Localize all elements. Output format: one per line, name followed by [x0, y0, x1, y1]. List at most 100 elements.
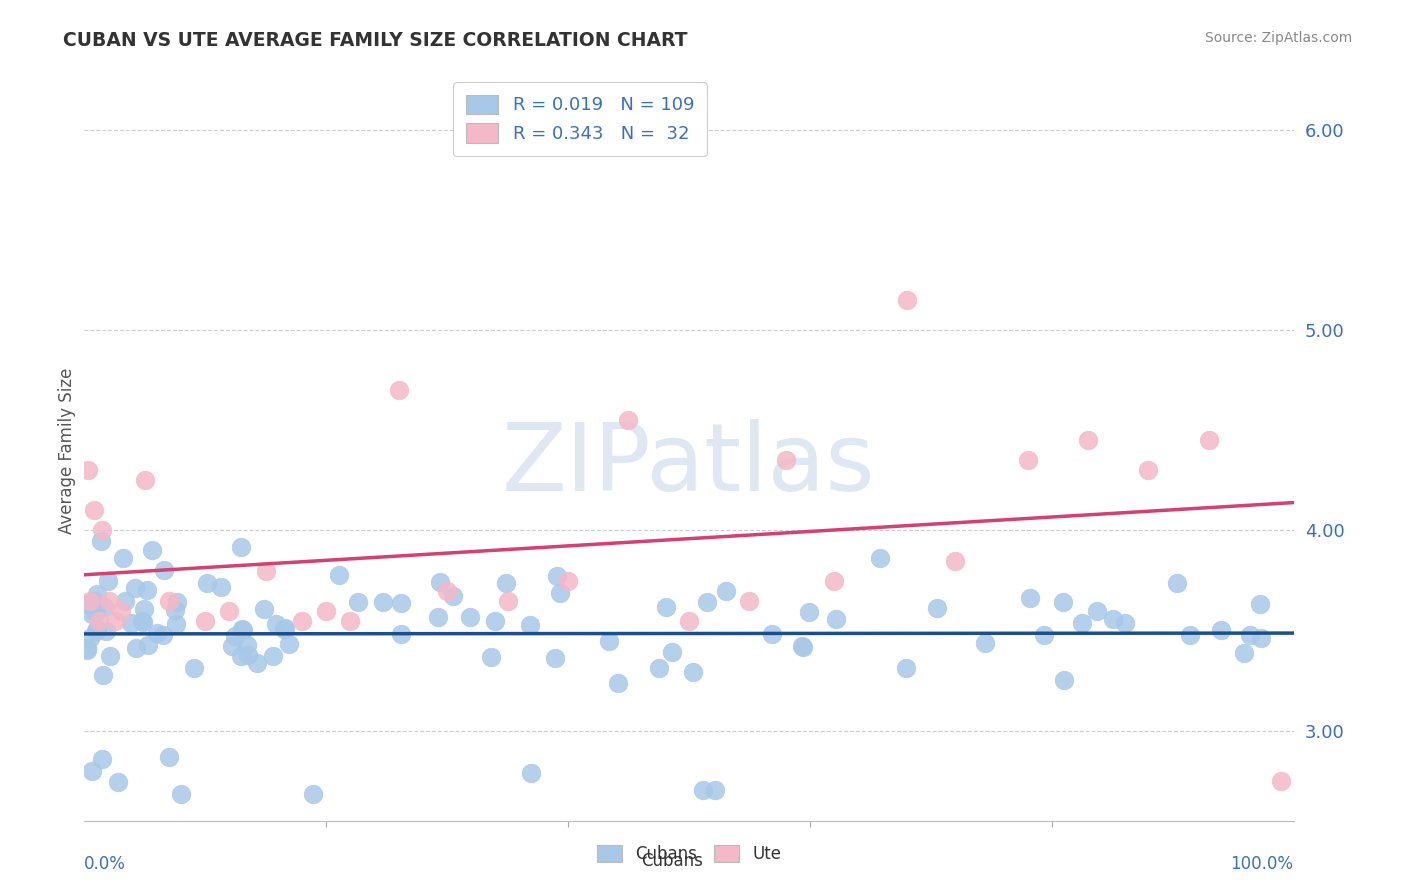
Point: [896, 293, 918, 308]
Point: [792, 640, 814, 654]
Text: 0.0%: 0.0%: [84, 855, 127, 872]
Point: [1137, 463, 1160, 477]
Point: [82, 607, 104, 621]
Point: [1087, 604, 1109, 618]
Text: ZIPatlas: ZIPatlas: [502, 419, 876, 511]
Point: [1270, 773, 1292, 788]
Point: [195, 575, 218, 590]
Point: [209, 580, 232, 594]
Point: [1239, 628, 1261, 642]
Point: [761, 627, 783, 641]
Point: [1198, 434, 1220, 448]
Point: [1114, 615, 1136, 630]
Point: [114, 594, 136, 608]
Point: [1017, 453, 1039, 467]
Point: [132, 615, 155, 630]
Point: [163, 603, 186, 617]
Point: [520, 765, 543, 780]
Point: [617, 413, 640, 427]
Point: [546, 568, 568, 582]
Point: [170, 788, 193, 802]
Point: [254, 564, 277, 578]
Point: [738, 593, 761, 607]
Point: [427, 610, 450, 624]
Point: [1249, 597, 1271, 611]
Point: [134, 601, 156, 615]
Point: [388, 384, 411, 398]
Point: [943, 553, 966, 567]
Point: [76, 597, 98, 611]
Point: [79, 632, 101, 646]
Point: [1233, 646, 1256, 660]
Point: [87, 614, 110, 628]
Legend: R = 0.019   N = 109, R = 0.343   N =  32: R = 0.019 N = 109, R = 0.343 N = 32: [453, 82, 707, 156]
Point: [90, 534, 112, 549]
Point: [648, 660, 671, 674]
Point: [678, 614, 700, 628]
Point: [231, 649, 253, 664]
Point: [792, 639, 814, 653]
Point: [141, 543, 163, 558]
Point: [218, 603, 240, 617]
Y-axis label: Average Family Size: Average Family Size: [58, 368, 76, 533]
Point: [84, 624, 107, 638]
Point: [153, 563, 176, 577]
Point: [107, 775, 129, 789]
Point: [655, 600, 678, 615]
Text: Source: ZipAtlas.com: Source: ZipAtlas.com: [1205, 31, 1353, 45]
Point: [166, 595, 188, 609]
Point: [557, 574, 579, 588]
Point: [291, 614, 314, 628]
Point: [328, 567, 350, 582]
Text: CUBAN VS UTE AVERAGE FAMILY SIZE CORRELATION CHART: CUBAN VS UTE AVERAGE FAMILY SIZE CORRELA…: [63, 31, 688, 50]
Point: [823, 574, 845, 588]
Text: 100.0%: 100.0%: [1230, 855, 1294, 872]
Point: [86, 587, 108, 601]
Point: [262, 648, 284, 663]
Point: [236, 648, 259, 662]
Point: [112, 551, 135, 566]
Point: [76, 641, 98, 656]
Point: [484, 614, 506, 628]
Point: [1077, 434, 1099, 448]
Point: [1071, 615, 1094, 630]
Point: [1102, 612, 1125, 626]
Point: [607, 676, 630, 690]
Point: [273, 623, 295, 637]
Point: [146, 626, 169, 640]
Point: [714, 583, 737, 598]
Point: [86, 622, 108, 636]
Point: [79, 593, 101, 607]
Point: [91, 752, 114, 766]
Point: [696, 594, 718, 608]
Point: [97, 574, 120, 588]
Point: [544, 651, 567, 665]
Point: [1250, 632, 1272, 646]
Point: [1166, 576, 1188, 591]
Point: [277, 637, 299, 651]
Point: [131, 614, 153, 628]
Point: [236, 639, 259, 653]
Point: [253, 601, 276, 615]
Point: [703, 782, 725, 797]
Point: [124, 581, 146, 595]
Point: [1018, 591, 1040, 605]
Point: [479, 650, 502, 665]
Point: [232, 624, 254, 638]
Point: [661, 645, 683, 659]
Point: [246, 656, 269, 670]
Point: [221, 639, 243, 653]
Point: [1052, 595, 1074, 609]
Point: [441, 589, 464, 603]
Point: [76, 643, 98, 657]
Point: [548, 586, 571, 600]
Point: [87, 597, 110, 611]
Point: [157, 750, 180, 764]
Point: [124, 640, 146, 655]
Point: [80, 764, 103, 779]
Point: [224, 629, 246, 643]
Point: [152, 627, 174, 641]
Point: [77, 463, 100, 477]
Point: [429, 574, 451, 589]
Point: [436, 583, 458, 598]
